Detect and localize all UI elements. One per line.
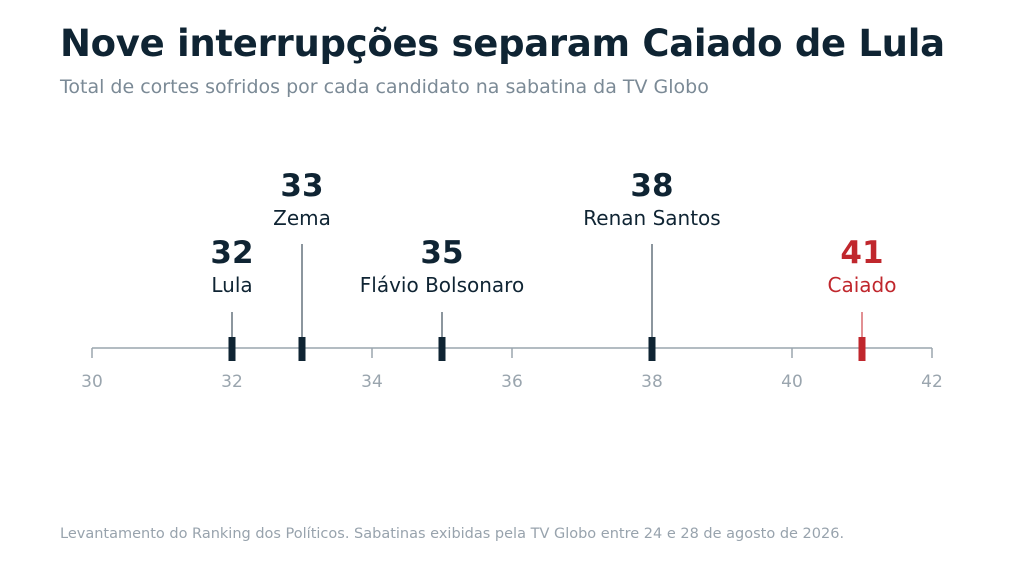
x-tick-label: 38 xyxy=(641,372,663,392)
candidate-name-label: Caiado xyxy=(828,273,897,297)
value-mark xyxy=(228,337,236,361)
candidate-name-label: Flávio Bolsonaro xyxy=(360,273,524,297)
value-mark xyxy=(298,337,306,361)
chart-subtitle: Total de cortes sofridos por cada candid… xyxy=(60,76,709,98)
x-tick-label: 40 xyxy=(781,372,803,392)
chart-title: Nove interrupções separam Caiado de Lula xyxy=(60,22,945,65)
value-mark xyxy=(438,337,446,361)
x-tick-label: 32 xyxy=(221,372,243,392)
value-mark xyxy=(648,337,656,361)
value-mark xyxy=(858,337,866,361)
data-value-label: 38 xyxy=(630,168,673,204)
data-value-label: 35 xyxy=(420,235,463,271)
x-tick-label: 30 xyxy=(81,372,103,392)
candidate-name-label: Renan Santos xyxy=(583,206,720,230)
candidate-name-label: Lula xyxy=(211,273,252,297)
x-tick-label: 42 xyxy=(921,372,943,392)
x-tick-label: 34 xyxy=(361,372,383,392)
data-value-label: 41 xyxy=(840,235,883,271)
data-value-label: 32 xyxy=(210,235,253,271)
source-note: Levantamento do Ranking dos Políticos. S… xyxy=(60,526,845,542)
x-tick-label: 36 xyxy=(501,372,523,392)
data-value-label: 33 xyxy=(280,168,323,204)
candidate-name-label: Zema xyxy=(273,206,331,230)
